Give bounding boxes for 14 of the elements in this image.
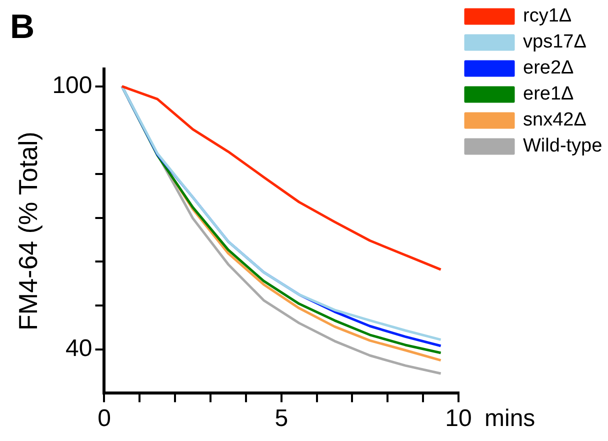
- legend-label: rcy1Δ: [523, 6, 572, 27]
- x-axis-title: mins: [484, 404, 536, 432]
- x-tick-label: 10: [445, 405, 472, 432]
- y-tick-label: 40: [66, 334, 92, 362]
- y-tick-label: 100: [52, 72, 92, 99]
- y-axis-title: FM4-64 (% Total): [12, 132, 43, 330]
- legend-label: snx42Δ: [523, 110, 587, 131]
- x-tick-label: 0: [98, 405, 111, 432]
- legend-label: Wild-type: [523, 136, 602, 157]
- legend-label: ere1Δ: [523, 84, 574, 105]
- legend-label: vps17Δ: [523, 32, 587, 53]
- x-tick-label: 5: [274, 405, 288, 432]
- chart-title: B: [10, 8, 35, 46]
- legend-label: ere2Δ: [523, 58, 574, 79]
